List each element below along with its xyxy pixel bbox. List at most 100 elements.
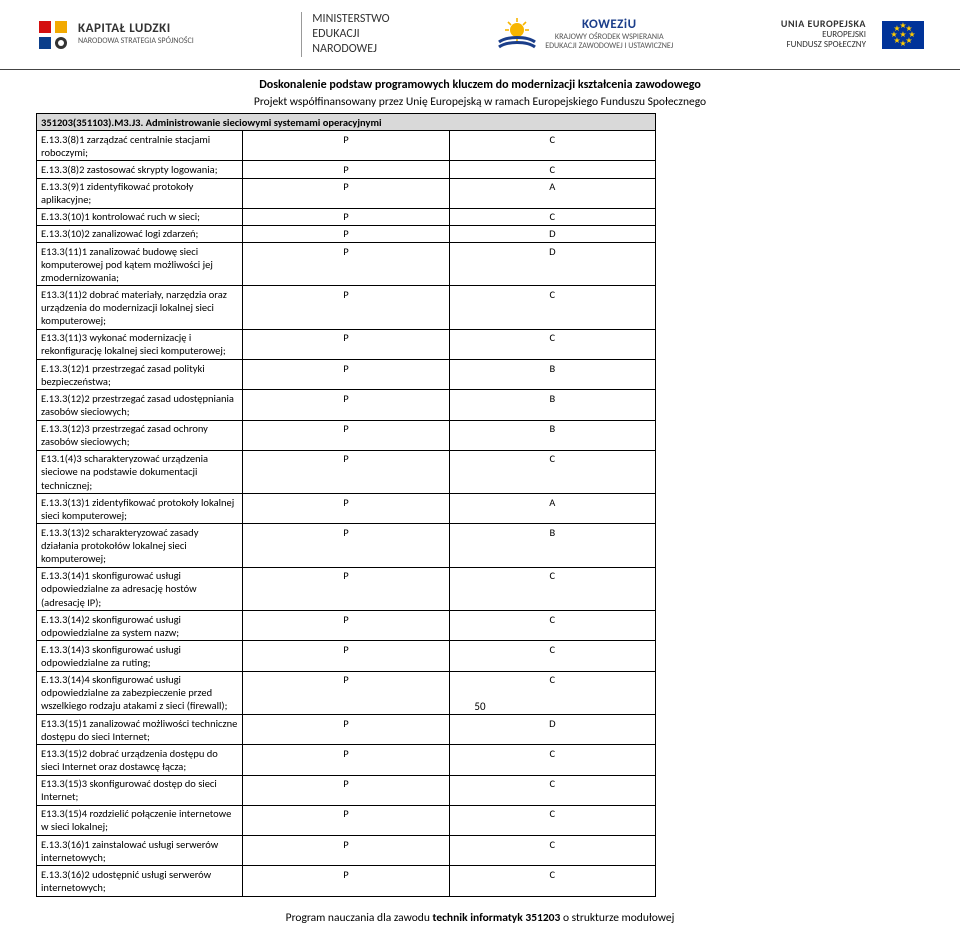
koweziu-icon (497, 18, 537, 52)
cell-p: P (243, 866, 449, 896)
cell-desc: E13.3(11)2 dobrać materiały, narzędzia o… (37, 286, 243, 329)
cell-desc: E13.3(15)4 rozdzielić połączenie interne… (37, 805, 243, 835)
cell-desc: E13.3(15)3 skonfigurować dostęp do sieci… (37, 775, 243, 805)
logo-ministerstwo: MINISTERSTWO EDUKACJI NARODOWEJ (301, 12, 389, 57)
table-row: E.13.3(16)1 zainstalować usługi serwerów… (37, 836, 656, 866)
cell-p: P (243, 420, 449, 450)
logo-koweziu: KOWEZiU KRAJOWY OŚRODEK WSPIERANIA EDUKA… (497, 18, 673, 52)
table-row: E13.3(11)2 dobrać materiały, narzędzia o… (37, 286, 656, 329)
cell-desc: E.13.3(13)1 zidentyfikować protokoły lok… (37, 494, 243, 524)
cell-p: P (243, 494, 449, 524)
min-l1: MINISTERSTWO (312, 12, 389, 27)
cell-c: C (449, 567, 655, 610)
table-row: E13.3(15)1 zanalizować możliwości techni… (37, 715, 656, 745)
cell-desc: E.13.3(10)2 zanalizować logi zdarzeń; (37, 225, 243, 242)
title-main: Doskonalenie podstaw programowych klucze… (40, 78, 920, 92)
outcomes-table: 351203(351103).M3.J3. Administrowanie si… (36, 113, 656, 897)
cell-c: C (449, 329, 655, 359)
cell-c: D (449, 225, 655, 242)
table-row: E13.3(15)4 rozdzielić połączenie interne… (37, 805, 656, 835)
cell-p: P (243, 243, 449, 286)
eu-l3: FUNDUSZ SPOŁECZNY (781, 40, 866, 50)
logo-kapital: KAPITAŁ LUDZKI NARODOWA STRATEGIA SPÓJNO… (36, 18, 194, 52)
cell-c: D (449, 715, 655, 745)
cell-desc: E.13.3(14)3 skonfigurować usługi odpowie… (37, 641, 243, 671)
kapital-icon (36, 18, 70, 52)
cell-desc: E.13.3(14)1 skonfigurować usługi odpowie… (37, 567, 243, 610)
table-row: E.13.3(12)1 przestrzegać zasad polityki … (37, 360, 656, 390)
kapital-title: KAPITAŁ LUDZKI (78, 22, 194, 37)
table-row: E13.3(15)3 skonfigurować dostęp do sieci… (37, 775, 656, 805)
cell-c: C (449, 450, 655, 493)
cell-desc: E13.1(4)3 scharakteryzować urządzenia si… (37, 450, 243, 493)
min-l3: NARODOWEJ (312, 42, 389, 57)
cell-p: P (243, 450, 449, 493)
table-row: E.13.3(8)1 zarządzać centralnie stacjami… (37, 131, 656, 161)
cell-desc: E.13.3(16)1 zainstalować usługi serwerów… (37, 836, 243, 866)
cell-desc: E13.3(11)3 wykonać modernizację i rekonf… (37, 329, 243, 359)
table-row: E.13.3(12)3 przestrzegać zasad ochrony z… (37, 420, 656, 450)
cell-p: P (243, 131, 449, 161)
cell-c: B (449, 524, 655, 567)
table-container: 351203(351103).M3.J3. Administrowanie si… (0, 113, 960, 897)
logo-eu: UNIA EUROPEJSKA EUROPEJSKI FUNDUSZ SPOŁE… (781, 18, 924, 50)
cell-p: P (243, 641, 449, 671)
cell-p: P (243, 524, 449, 567)
title-sub: Projekt współfinansowany przez Unię Euro… (40, 95, 920, 109)
section-header-cell: 351203(351103).M3.J3. Administrowanie si… (37, 114, 656, 131)
cell-desc: E.13.3(12)2 przestrzegać zasad udostępni… (37, 390, 243, 420)
cell-c: C (449, 161, 655, 178)
cell-c: C (449, 836, 655, 866)
cell-p: P (243, 715, 449, 745)
cell-p: P (243, 286, 449, 329)
cell-c: C (449, 745, 655, 775)
cell-c: C (449, 775, 655, 805)
table-row: E.13.3(8)2 zastosować skrypty logowania;… (37, 161, 656, 178)
cell-desc: E.13.3(8)1 zarządzać centralnie stacjami… (37, 131, 243, 161)
table-row: E.13.3(13)2 scharakteryzować zasady dzia… (37, 524, 656, 567)
cell-desc: E.13.3(16)2 udostępnić usługi serwerów i… (37, 866, 243, 896)
table-row: E.13.3(14)1 skonfigurować usługi odpowie… (37, 567, 656, 610)
kapital-sub: NARODOWA STRATEGIA SPÓJNOŚCI (78, 37, 194, 46)
cell-p: P (243, 360, 449, 390)
table-row: E.13.3(13)1 zidentyfikować protokoły lok… (37, 494, 656, 524)
cell-c: A (449, 494, 655, 524)
page-number: 50 (0, 700, 960, 713)
table-row: E.13.3(12)2 przestrzegać zasad udostępni… (37, 390, 656, 420)
cell-p: P (243, 161, 449, 178)
cell-desc: E.13.3(12)1 przestrzegać zasad polityki … (37, 360, 243, 390)
cell-p: P (243, 390, 449, 420)
cell-c: C (449, 208, 655, 225)
cell-c: D (449, 243, 655, 286)
table-row: E13.3(11)1 zanalizować budowę sieci komp… (37, 243, 656, 286)
logo-band: KAPITAŁ LUDZKI NARODOWA STRATEGIA SPÓJNO… (0, 0, 960, 70)
cell-p: P (243, 611, 449, 641)
footer-line: Program nauczania dla zawodu technik inf… (0, 911, 960, 925)
footer-post: o strukturze modułowej (560, 911, 674, 925)
cell-p: P (243, 567, 449, 610)
table-row: E.13.3(10)2 zanalizować logi zdarzeń;PD (37, 225, 656, 242)
cell-desc: E.13.3(9)1 zidentyfikować protokoły apli… (37, 178, 243, 208)
cell-desc: E.13.3(14)2 skonfigurować usługi odpowie… (37, 611, 243, 641)
table-row: E.13.3(10)1 kontrolować ruch w sieci;PC (37, 208, 656, 225)
cell-p: P (243, 329, 449, 359)
cell-p: P (243, 225, 449, 242)
cell-p: P (243, 745, 449, 775)
eu-flag-icon (882, 21, 924, 49)
cell-c: B (449, 420, 655, 450)
cell-c: B (449, 360, 655, 390)
cell-p: P (243, 178, 449, 208)
footer-bold: technik informatyk 351203 (432, 911, 560, 925)
table-row: E.13.3(14)2 skonfigurować usługi odpowie… (37, 611, 656, 641)
table-row: E.13.3(14)3 skonfigurować usługi odpowie… (37, 641, 656, 671)
page-titles: Doskonalenie podstaw programowych klucze… (0, 70, 960, 113)
footer-pre: Program nauczania dla zawodu (286, 911, 433, 925)
cell-desc: E13.3(11)1 zanalizować budowę sieci komp… (37, 243, 243, 286)
cell-c: C (449, 805, 655, 835)
cell-c: B (449, 390, 655, 420)
table-row: E13.3(15)2 dobrać urządzenia dostępu do … (37, 745, 656, 775)
cell-desc: E.13.3(12)3 przestrzegać zasad ochrony z… (37, 420, 243, 450)
cell-c: C (449, 131, 655, 161)
cell-desc: E13.3(15)2 dobrać urządzenia dostępu do … (37, 745, 243, 775)
cell-p: P (243, 805, 449, 835)
